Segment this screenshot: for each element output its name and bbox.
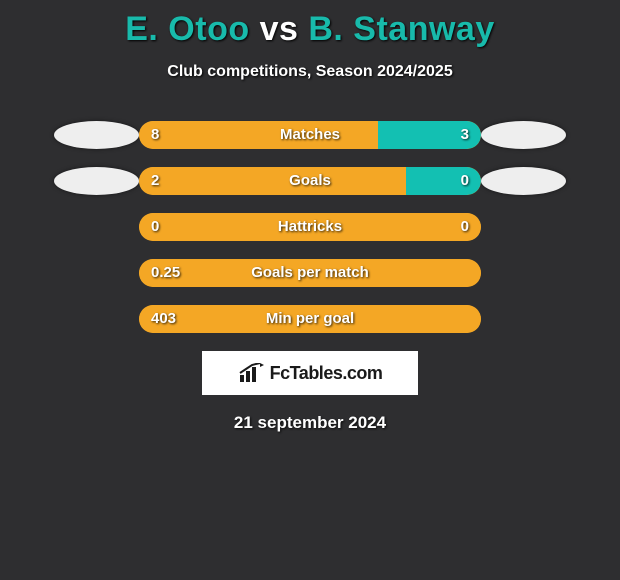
player1-badge [54, 167, 139, 195]
stat-bar: 0Hattricks0 [139, 213, 481, 241]
date-text: 21 september 2024 [0, 413, 620, 433]
stat-bar: 0.25Goals per match [139, 259, 481, 287]
stat-label: Matches [139, 121, 481, 149]
stat-row: 0.25Goals per match [0, 259, 620, 287]
stat-row: 8Matches3 [0, 121, 620, 149]
player2-badge [481, 121, 566, 149]
player1-badge [54, 121, 139, 149]
stat-label: Goals [139, 167, 481, 195]
right-value: 3 [461, 121, 469, 149]
stat-row: 2Goals0 [0, 167, 620, 195]
stat-label: Hattricks [139, 213, 481, 241]
stat-row: 403Min per goal [0, 305, 620, 333]
right-badge-slot [481, 167, 566, 195]
vs-text: vs [260, 10, 299, 48]
left-badge-slot [54, 167, 139, 195]
stat-bar: 8Matches3 [139, 121, 481, 149]
stat-row: 0Hattricks0 [0, 213, 620, 241]
chart-icon [238, 363, 264, 383]
right-value: 0 [461, 167, 469, 195]
player1-name: E. Otoo [125, 10, 249, 48]
subtitle: Club competitions, Season 2024/2025 [0, 63, 620, 81]
stat-label: Min per goal [139, 305, 481, 333]
comparison-chart: 8Matches32Goals00Hattricks00.25Goals per… [0, 121, 620, 333]
stat-label: Goals per match [139, 259, 481, 287]
logo-text: FcTables.com [270, 363, 383, 384]
page-title: E. Otoo vs B. Stanway [0, 0, 620, 49]
right-value: 0 [461, 213, 469, 241]
right-badge-slot [481, 121, 566, 149]
left-badge-slot [54, 121, 139, 149]
player2-name: B. Stanway [308, 10, 494, 48]
stat-bar: 2Goals0 [139, 167, 481, 195]
player2-badge [481, 167, 566, 195]
stat-bar: 403Min per goal [139, 305, 481, 333]
site-logo: FcTables.com [202, 351, 418, 395]
